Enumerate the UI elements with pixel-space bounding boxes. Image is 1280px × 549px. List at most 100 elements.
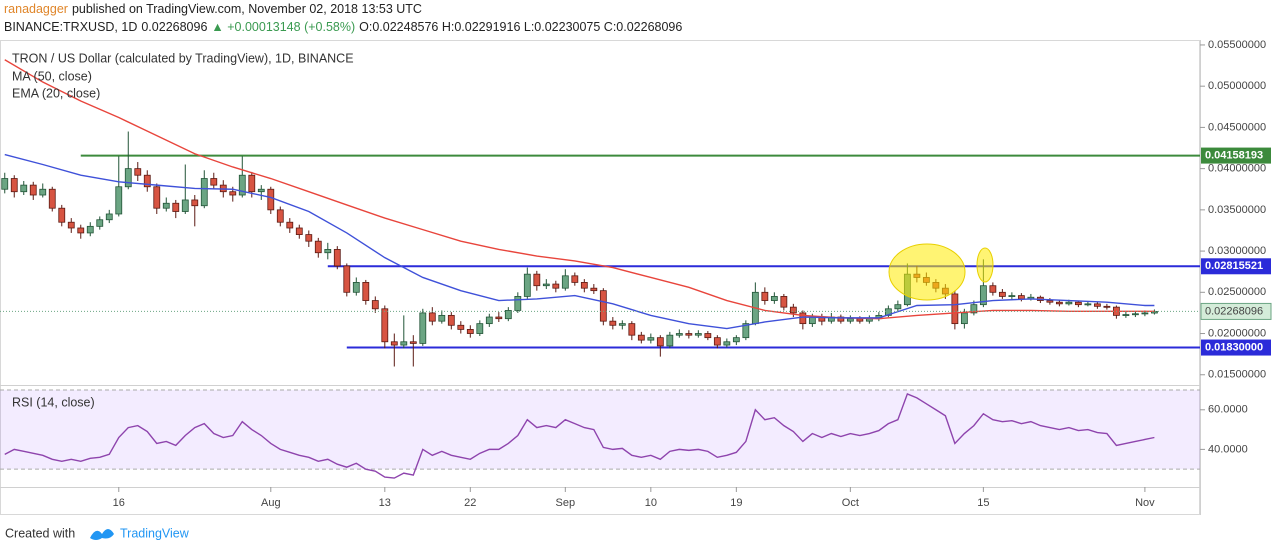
x-tick-label: 19 xyxy=(730,497,742,509)
candle-body xyxy=(457,324,465,330)
candle-body xyxy=(1017,295,1025,300)
candle-body xyxy=(476,323,484,334)
candle-body xyxy=(998,291,1006,297)
candle-body xyxy=(466,329,474,334)
candle-body xyxy=(685,333,693,336)
author[interactable]: ranadagger xyxy=(4,2,68,16)
candle-body xyxy=(276,209,284,223)
candle-body xyxy=(485,316,493,325)
candle-body xyxy=(723,341,731,346)
candle-body xyxy=(409,341,417,344)
candle-body xyxy=(181,199,189,212)
candle-body xyxy=(675,333,683,336)
rsi-band xyxy=(0,389,1200,470)
header: ranadagger published on TradingView.com, … xyxy=(4,0,686,36)
candle-body xyxy=(761,291,769,301)
level-label-box xyxy=(1201,339,1271,356)
candle-body xyxy=(742,323,750,339)
candle-body xyxy=(115,186,123,215)
candle-body xyxy=(371,300,379,310)
candle-body xyxy=(77,227,85,234)
candle-body xyxy=(1093,303,1101,307)
candle-body xyxy=(1065,301,1073,305)
candle-body xyxy=(428,312,436,322)
candle-body xyxy=(210,178,218,186)
candle-body xyxy=(267,188,275,211)
x-tick-label: 16 xyxy=(113,497,125,509)
candle-body xyxy=(666,334,674,347)
quote-line: BINANCE:TRXUSD, 1D 0.02268096 ▲ +0.0001314… xyxy=(4,18,686,36)
candle-body xyxy=(1074,301,1082,306)
candle-body xyxy=(571,275,579,283)
candle-body xyxy=(153,186,161,209)
candle-body xyxy=(352,282,360,293)
y-tick-label: 0.04000000 xyxy=(1208,163,1266,175)
candle-body xyxy=(1131,313,1139,316)
y-tick-label: 0.04500000 xyxy=(1208,121,1266,133)
published: published on TradingView.com, November 0… xyxy=(71,2,422,16)
candle-body xyxy=(172,202,180,212)
candle-body xyxy=(1103,305,1111,308)
candle-body xyxy=(10,178,18,193)
candle-body xyxy=(295,227,303,235)
candle-body xyxy=(200,178,208,207)
candle-body xyxy=(447,314,455,326)
candle-body xyxy=(305,234,313,242)
ma-line xyxy=(4,59,1155,320)
logo-shape xyxy=(90,529,114,540)
rsi-line xyxy=(4,393,1155,479)
candle-body xyxy=(1084,303,1092,306)
candle-body xyxy=(713,337,721,346)
candle-body xyxy=(960,312,968,325)
change: ▲ +0.00013148 (+0.58%) xyxy=(211,20,356,34)
chart-frame xyxy=(0,40,1200,515)
candle-body xyxy=(979,285,987,306)
y-tick-label: 0.05500000 xyxy=(1208,39,1266,51)
legend-entry: MA (50, close) xyxy=(12,69,92,83)
candle-body xyxy=(856,318,864,322)
candle-body xyxy=(808,316,816,325)
candle-body xyxy=(609,320,617,326)
chart-title: TRON / US Dollar (calculated by TradingV… xyxy=(12,51,354,65)
publish-line: ranadagger published on TradingView.com, … xyxy=(4,0,686,18)
level-label-box xyxy=(1201,147,1271,164)
x-tick-label: 15 xyxy=(977,497,989,509)
candle-body xyxy=(333,249,341,267)
rsi-label: RSI (14, close) xyxy=(12,395,95,409)
candle-body xyxy=(419,312,427,344)
x-tick-label: 22 xyxy=(464,497,476,509)
candle-body xyxy=(590,287,598,292)
candle-body xyxy=(542,283,550,287)
y-tick-label: 0.03500000 xyxy=(1208,204,1266,216)
candle-body xyxy=(580,282,588,289)
candle-body xyxy=(599,290,607,322)
candle-body xyxy=(504,310,512,320)
candle-body xyxy=(628,323,636,336)
candle-body xyxy=(438,314,446,322)
candle-body xyxy=(143,174,151,188)
candle-body xyxy=(248,174,256,193)
brand[interactable]: TradingView xyxy=(120,526,190,540)
candle-body xyxy=(894,304,902,310)
y-tick-label: 0.02500000 xyxy=(1208,286,1266,298)
candle-body xyxy=(191,199,199,207)
candle-body xyxy=(732,337,740,343)
last-price-label: 0.02268096 xyxy=(1205,305,1263,317)
candle-body xyxy=(86,225,94,234)
level-label-box xyxy=(1201,258,1271,275)
y-tick-label: 0.03000000 xyxy=(1208,245,1266,257)
candle-body xyxy=(694,333,702,336)
candle-body xyxy=(343,265,351,293)
x-tick-label: 13 xyxy=(379,497,391,509)
logo xyxy=(90,529,114,540)
candle-body xyxy=(514,296,522,311)
level-label: 0.02815521 xyxy=(1205,260,1263,272)
y-tick-label: 0.05000000 xyxy=(1208,80,1266,92)
candle-body xyxy=(789,306,797,314)
rsi-tick-label: 40.0000 xyxy=(1208,443,1248,455)
candle-body xyxy=(970,304,978,314)
candle-body xyxy=(105,213,113,221)
candle-body xyxy=(846,318,854,322)
y-tick-label: 0.02000000 xyxy=(1208,327,1266,339)
